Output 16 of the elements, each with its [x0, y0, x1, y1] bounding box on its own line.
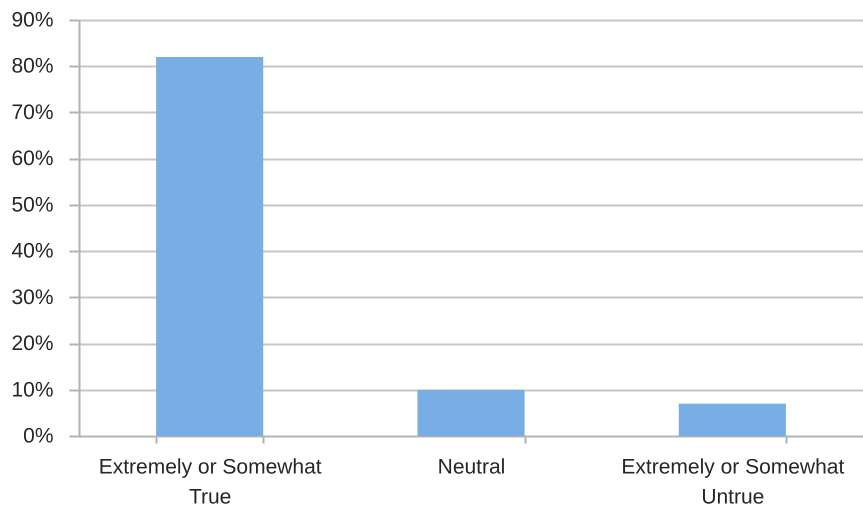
y-tick-label: 20% — [11, 332, 54, 356]
y-tick-label: 30% — [11, 286, 54, 309]
y-tick-label: 90% — [11, 8, 54, 32]
y-tick-label: 40% — [11, 240, 54, 263]
y-tick-label: 60% — [11, 147, 54, 170]
y-tick-label: 0% — [23, 424, 54, 448]
x-tick-label: Extremely or Somewhat True — [98, 456, 322, 508]
bar — [156, 56, 264, 436]
y-tick-label: 70% — [11, 100, 54, 124]
x-tick-label: Extremely or Somewhat Untrue — [621, 456, 844, 508]
bar — [678, 404, 786, 436]
bar — [417, 390, 525, 436]
y-tick-label: 50% — [11, 193, 54, 216]
x-tick-label: Neutral — [438, 456, 506, 478]
y-tick-label: 10% — [11, 378, 54, 402]
y-tick-label: 80% — [11, 54, 54, 78]
